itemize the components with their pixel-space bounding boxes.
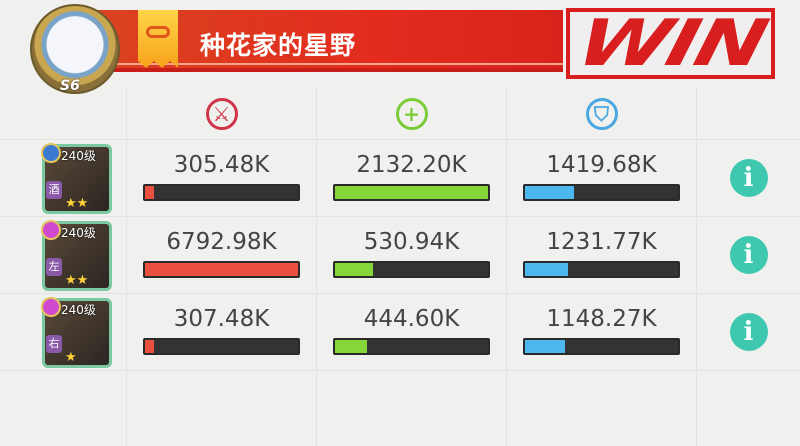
info-button[interactable]: i [729,313,768,351]
shield-bar-fill [525,263,568,276]
info-cell: i [697,294,800,370]
damage-bar-fill [145,263,298,276]
damage-bar [143,184,300,201]
header-shield: ⛉ [507,88,697,139]
heal-bar [333,184,490,201]
star-icon: ★★ [65,273,89,288]
player-level: S6 [60,78,80,94]
gem-icon [41,297,61,317]
shield-bar-fill [525,340,565,353]
damage-bar-fill [145,186,155,199]
heal-bar [333,338,490,355]
player-avatar[interactable]: S6 [30,4,120,94]
heal-bar-fill [335,263,374,276]
result-text: WIN [568,6,773,81]
hero-tag: 酒 [46,181,62,199]
damage-bar [143,338,300,355]
hero-row: 240级 左 ★★ 6792.98K 530.94K 1231.77K i [0,217,800,294]
heal-value: 530.94K [363,229,460,255]
shield-value: 1148.27K [546,306,657,332]
info-button[interactable]: i [729,236,768,274]
guild-flag-icon [138,10,178,68]
heal-cell: 444.60K [317,294,507,370]
heal-cell: 2132.20K [317,140,507,216]
gem-icon [41,220,61,240]
hero-level: 240级 [61,303,96,317]
heal-bar-fill [335,186,488,199]
star-icon: ★ [65,350,77,365]
heal-value: 444.60K [363,306,460,332]
hero-cell: 240级 左 ★★ [0,217,127,293]
info-cell: i [697,140,800,216]
hero-portrait[interactable]: 240级 酒 ★★ [41,143,112,214]
shield-cell: 1148.27K [507,294,697,370]
header-blank-right [697,88,800,139]
damage-cell: 305.48K [127,140,317,216]
empty-cell [317,371,507,446]
hero-row: 240级 酒 ★★ 305.48K 2132.20K 1419.68K i [0,140,800,217]
heal-bar-fill [335,340,368,353]
hero-cell: 240级 右 ★ [0,294,127,370]
damage-value: 305.48K [173,152,270,178]
info-cell: i [697,217,800,293]
empty-cell [697,371,800,446]
star-icon: ★★ [65,196,89,211]
shield-bar-fill [525,186,574,199]
damage-bar [143,261,300,278]
empty-cell [0,371,127,446]
heal-bar [333,261,490,278]
damage-cell: 307.48K [127,294,317,370]
damage-cell: 6792.98K [127,217,317,293]
hero-tag: 左 [46,258,62,276]
hero-cell: 240级 酒 ★★ [0,140,127,216]
empty-row [0,371,800,446]
damage-bar-fill [145,340,155,353]
heal-value: 2132.20K [356,152,467,178]
shield-bar [523,261,680,278]
empty-cell [507,371,697,446]
heal-cell: 530.94K [317,217,507,293]
heal-plus-icon: + [395,97,428,130]
header-heal: + [317,88,507,139]
header-blank [0,88,127,139]
damage-value: 307.48K [173,306,270,332]
shield-icon: ⛉ [585,97,618,130]
header-damage: ⚔ [127,88,317,139]
header-row: ⚔ + ⛉ [0,88,800,140]
shield-value: 1231.77K [546,229,657,255]
stats-table: ⚔ + ⛉ 240级 酒 ★★ 305.48K 2132.20K 1419.68… [0,88,800,446]
shield-bar [523,184,680,201]
damage-value: 6792.98K [166,229,277,255]
sword-icon: ⚔ [205,97,238,130]
hero-portrait[interactable]: 240级 右 ★ [41,297,112,368]
shield-bar [523,338,680,355]
hero-tag: 右 [46,335,62,353]
gem-icon [41,143,61,163]
hero-level: 240级 [61,226,96,240]
shield-cell: 1419.68K [507,140,697,216]
hero-row: 240级 右 ★ 307.48K 444.60K 1148.27K i [0,294,800,371]
shield-cell: 1231.77K [507,217,697,293]
result-badge: WIN [566,6,775,81]
hero-portrait[interactable]: 240级 左 ★★ [41,220,112,291]
info-button[interactable]: i [729,159,768,197]
player-name: 种花家的星野 [200,31,357,60]
hero-level: 240级 [61,149,96,163]
empty-cell [127,371,317,446]
shield-value: 1419.68K [546,152,657,178]
